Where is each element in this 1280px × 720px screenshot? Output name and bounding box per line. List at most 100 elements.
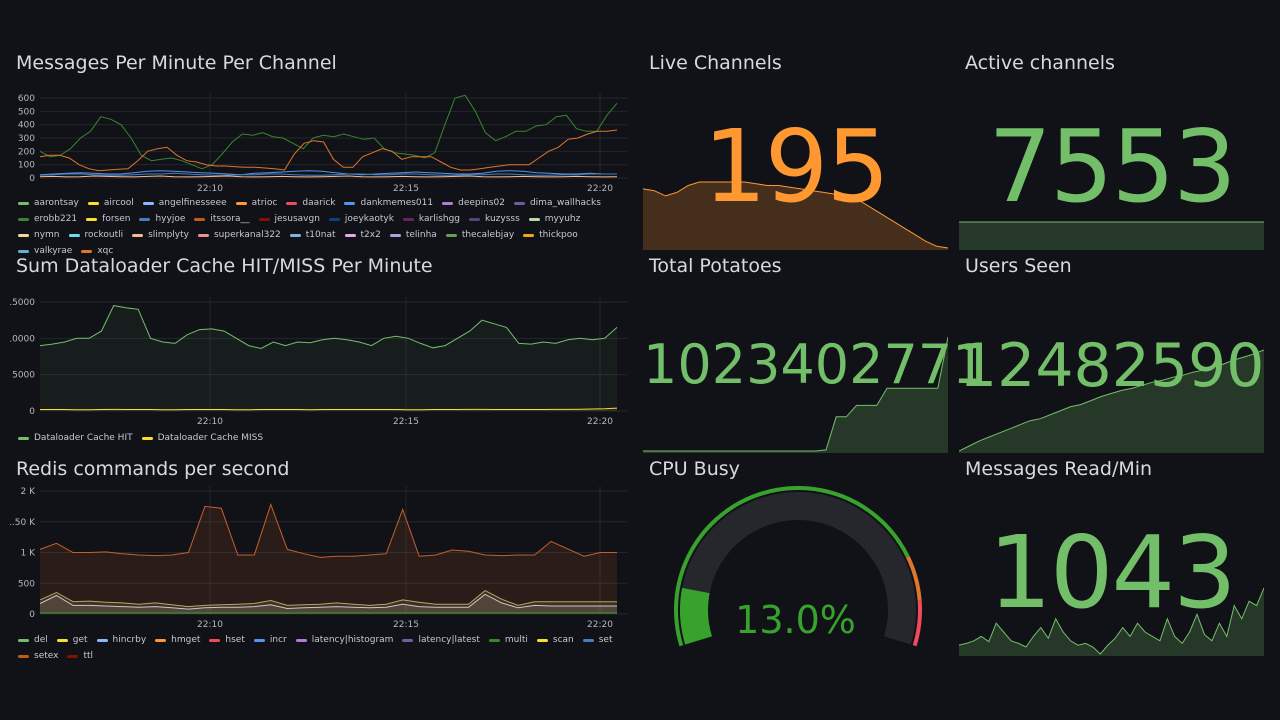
legend-item[interactable]: dankmemes011: [344, 198, 433, 208]
messages-legend: aarontsay aircool angelfinesseee atrioc daar…: [18, 198, 628, 256]
legend-item[interactable]: set: [582, 635, 613, 645]
legend-swatch: [155, 638, 167, 642]
legend-item[interactable]: telinha: [389, 230, 437, 240]
legend-swatch: [488, 638, 500, 642]
panel-title: Redis commands per second: [16, 458, 290, 480]
legend-item[interactable]: erobb221: [18, 214, 77, 224]
series-line-hincrby[interactable]: [39, 593, 617, 610]
legend-label: hmget: [171, 635, 201, 645]
legend-item[interactable]: angelfinesseee: [142, 198, 227, 208]
legend-item[interactable]: latency|histogram: [295, 635, 394, 645]
legend-item[interactable]: Dataloader Cache HIT: [18, 433, 133, 443]
total-potatoes-panel: Total Potatoes 1023402771: [643, 255, 987, 453]
legend-item[interactable]: hmget: [155, 635, 200, 645]
legend-item[interactable]: get: [56, 635, 88, 645]
panel-title: Messages Per Minute Per Channel: [16, 52, 337, 74]
legend-swatch: [87, 201, 99, 205]
legend-swatch: [18, 249, 29, 253]
legend-item[interactable]: valkyrae: [18, 246, 72, 256]
legend-item[interactable]: dima_wallhacks: [513, 198, 601, 208]
legend-swatch: [258, 217, 270, 221]
legend-item[interactable]: slimplyty: [132, 230, 189, 240]
legend-item[interactable]: deepins02: [442, 198, 505, 208]
legend-item[interactable]: itssora__: [194, 214, 250, 224]
legend-item[interactable]: setex: [18, 651, 58, 661]
legend-swatch: [139, 217, 151, 221]
legend-item[interactable]: aircool: [87, 198, 134, 208]
legend-item[interactable]: thickpoo: [523, 230, 578, 240]
legend-item[interactable]: joeykaotyk: [328, 214, 394, 224]
legend-item[interactable]: ttl: [67, 651, 93, 661]
legend-swatch: [141, 436, 153, 440]
legend-label: superkanal322: [213, 230, 281, 240]
legend-label: hset: [225, 635, 245, 645]
legend-swatch: [18, 638, 29, 642]
legend-item[interactable]: incr: [253, 635, 287, 645]
legend-item[interactable]: superkanal322: [197, 230, 281, 240]
legend-label: latency|histogram: [311, 635, 394, 645]
legend-item[interactable]: karlishgg: [402, 214, 460, 224]
cache-panel: Sum Dataloader Cache HIT/MISS Per Minute…: [10, 255, 630, 453]
legend-item[interactable]: Dataloader Cache MISS: [141, 433, 263, 443]
legend-item[interactable]: scan: [536, 635, 574, 645]
redis-chart[interactable]: 0 500 1 K 1.50 K 2 K 22:10 22:15 22:20: [10, 484, 630, 654]
legend-item[interactable]: t2x2: [344, 230, 381, 240]
sparkline-line: [959, 349, 1264, 452]
legend-label: multi: [504, 635, 528, 645]
legend-item[interactable]: nymn: [18, 230, 60, 240]
messages-chart[interactable]: 0 100 200 300 400 500 600 22:10 22:15 22:20: [10, 88, 630, 228]
legend-item[interactable]: forsen: [86, 214, 130, 224]
legend-swatch: [197, 233, 209, 237]
users-seen-value: 12482590: [959, 331, 1265, 401]
legend-item[interactable]: daarick: [286, 198, 335, 208]
redis-legend: del get hincrby hmget hset incr latency|histog…: [18, 635, 628, 661]
legend-item[interactable]: kuzysss: [469, 214, 520, 224]
series-line-ttl[interactable]: [39, 502, 617, 558]
series-line-xqc[interactable]: [39, 129, 618, 172]
legend-swatch: [209, 638, 221, 642]
series-line-hyyjoe[interactable]: [39, 172, 617, 176]
series-line-dataloader-cache-hit[interactable]: [39, 305, 618, 350]
cache-chart[interactable]: 0 5000 10000 15000 22:10 22:15 22:20: [10, 283, 630, 453]
legend-item[interactable]: jesusavgn: [258, 214, 320, 224]
active-channels-sparkline: [959, 221, 1264, 250]
legend-label: aarontsay: [34, 198, 79, 208]
series-line-dankmemes011[interactable]: [39, 170, 617, 176]
legend-label: hyyjoe: [155, 214, 186, 224]
legend-swatch: [18, 217, 29, 221]
legend-label: rockoutli: [84, 230, 124, 240]
series-line-slimplyty[interactable]: [39, 175, 618, 178]
legend-item[interactable]: latency|latest: [402, 635, 480, 645]
panel-title: Active channels: [965, 52, 1115, 74]
sparkline-line: [643, 181, 948, 249]
messages-panel: Messages Per Minute Per Channel 0 100 200 3…: [10, 52, 630, 256]
legend-swatch: [18, 201, 29, 205]
legend-label: itssora__: [210, 214, 250, 224]
legend-item[interactable]: hincrby: [96, 635, 146, 645]
series-line-get[interactable]: [39, 590, 617, 608]
sparkline-area: [643, 337, 948, 453]
legend-swatch: [67, 654, 79, 658]
live-channels-panel: Live Channels 195: [643, 52, 948, 250]
legend-item[interactable]: atrioc: [235, 198, 277, 208]
legend-item[interactable]: hyyjoe: [139, 214, 185, 224]
legend-item[interactable]: xqc: [81, 246, 113, 256]
panel-title: CPU Busy: [649, 458, 740, 480]
legend-item[interactable]: thecalebjay: [445, 230, 514, 240]
legend-item[interactable]: del: [18, 635, 48, 645]
legend-item[interactable]: multi: [488, 635, 528, 645]
x-tick-label: 22:10: [197, 417, 223, 427]
active-channels-value: 7553: [988, 108, 1237, 225]
legend-item[interactable]: myyuhz: [528, 214, 580, 224]
y-tick-label: 5000: [12, 371, 35, 381]
legend-swatch: [18, 436, 29, 440]
x-tick-label: 22:15: [393, 184, 419, 194]
series-line-erobb221[interactable]: [39, 94, 618, 170]
legend-item[interactable]: aarontsay: [18, 198, 79, 208]
messages-read-sparkline: [959, 587, 1264, 656]
legend-item[interactable]: rockoutli: [68, 230, 124, 240]
sparkline-area: [959, 350, 1264, 453]
legend-item[interactable]: hset: [209, 635, 245, 645]
legend-item[interactable]: t10nat: [289, 230, 336, 240]
series-line-dataloader-cache-miss[interactable]: [40, 407, 618, 411]
